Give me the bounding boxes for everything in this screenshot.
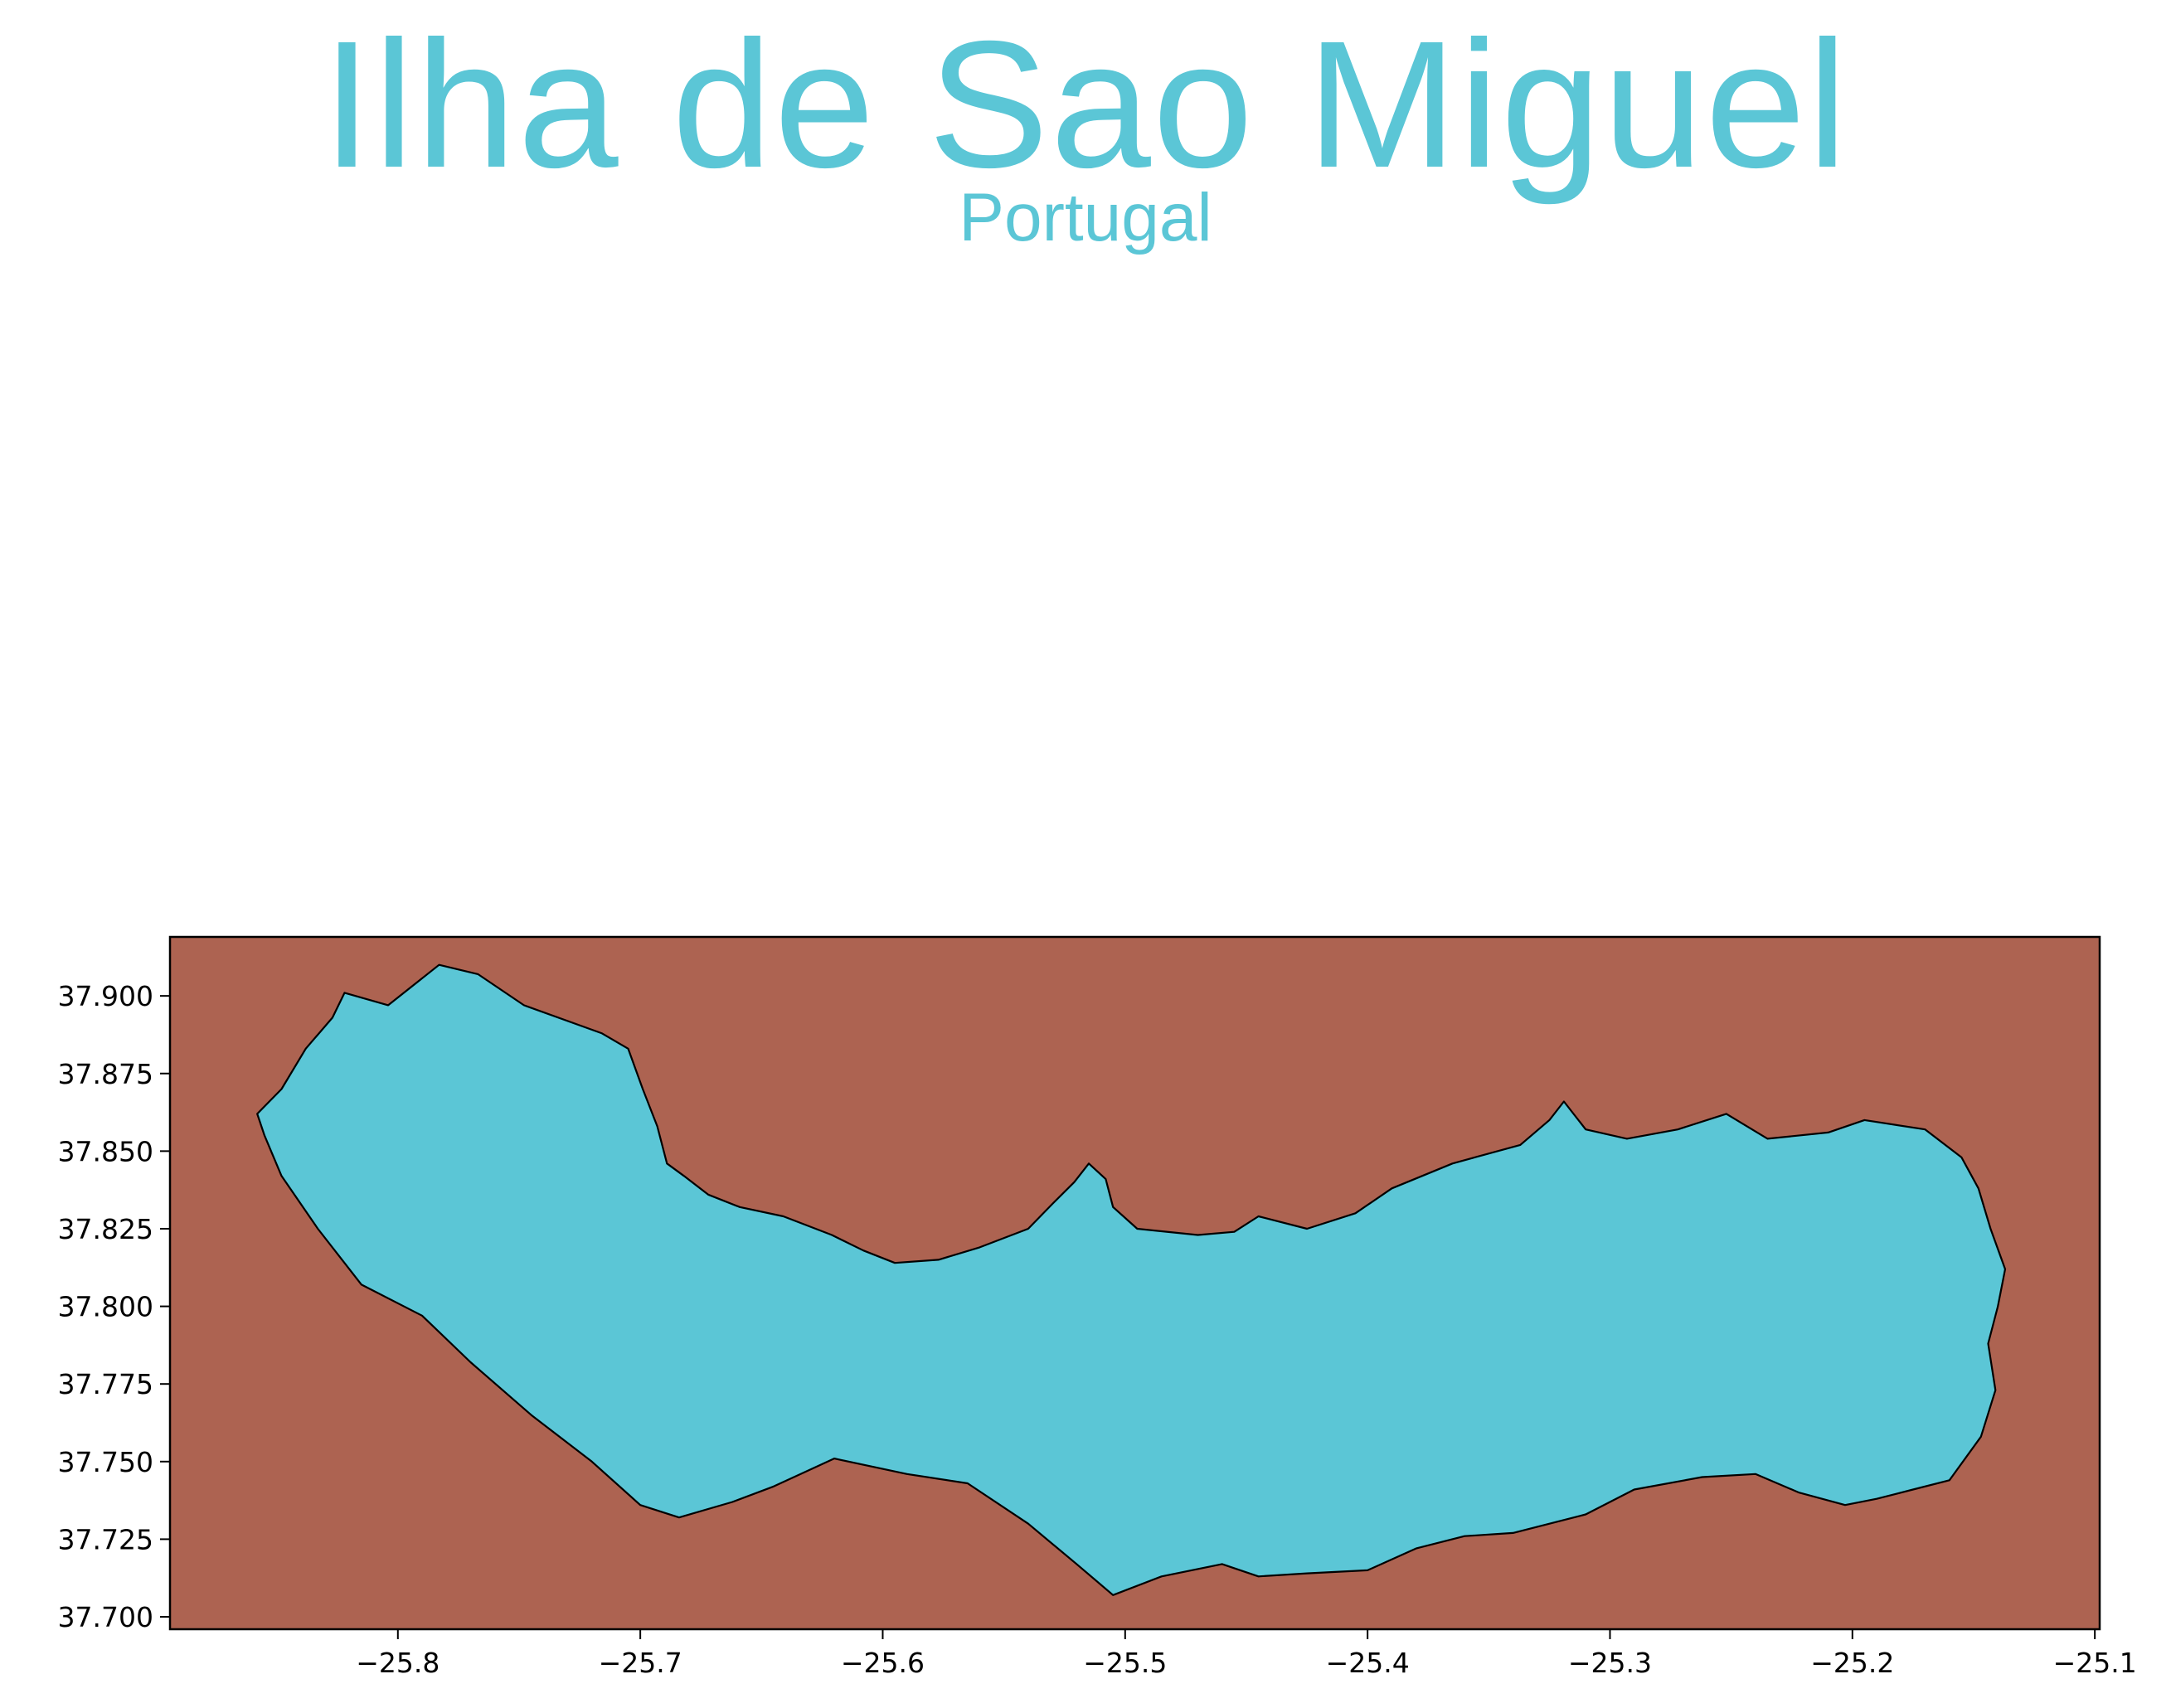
map-subtitle: Portugal xyxy=(959,180,1212,255)
x-tick-label: −25.3 xyxy=(1568,1647,1652,1679)
x-tick-label: −25.8 xyxy=(356,1647,440,1679)
island-sao-miguel xyxy=(256,963,2007,1596)
map-title: Ilha de Sao Miguel xyxy=(322,4,1849,206)
axes-frame xyxy=(168,935,2101,1631)
y-tick-label: 37.800 xyxy=(58,1291,153,1323)
x-tick-label: −25.7 xyxy=(599,1647,682,1679)
y-tick-label: 37.825 xyxy=(58,1213,153,1245)
y-tick-label: 37.725 xyxy=(58,1523,153,1555)
y-tick-label: 37.750 xyxy=(58,1446,153,1478)
x-axis: −25.8 −25.7 −25.6 −25.5 −25.4 −25.3 −25.2 −25.1 xyxy=(356,1629,2137,1679)
x-tick-label: −25.1 xyxy=(2053,1647,2137,1679)
y-tick-label: 37.700 xyxy=(58,1601,153,1633)
x-tick-label: −25.2 xyxy=(1810,1647,1894,1679)
y-axis: 37.700 37.725 37.750 37.775 37.800 37.825 37.8… xyxy=(58,980,170,1633)
y-tick-label: 37.900 xyxy=(58,980,153,1012)
x-tick-label: −25.6 xyxy=(841,1647,925,1679)
y-tick-label: 37.850 xyxy=(58,1135,153,1167)
y-tick-label: 37.875 xyxy=(58,1058,153,1090)
x-tick-label: −25.4 xyxy=(1326,1647,1410,1679)
y-tick-label: 37.775 xyxy=(58,1368,153,1400)
x-tick-label: −25.5 xyxy=(1083,1647,1167,1679)
